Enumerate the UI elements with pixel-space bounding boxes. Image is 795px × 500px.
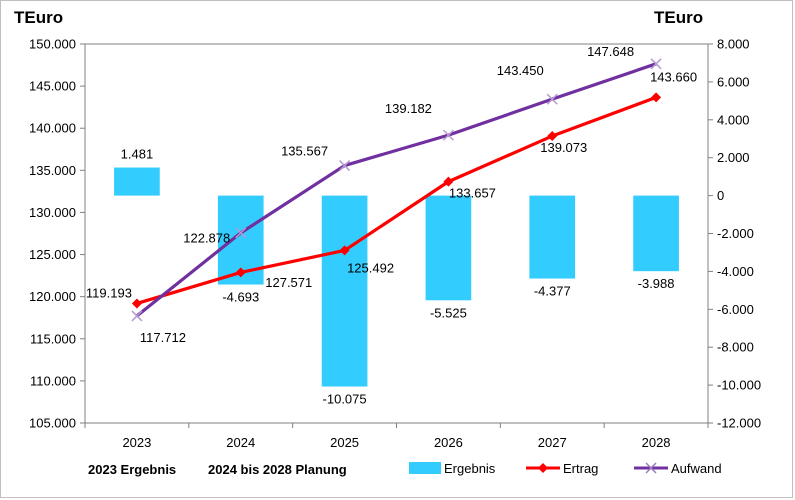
legend-label-ertrag: Ertrag [563,461,599,476]
data-label-ergebnis: -4.693 [222,290,259,305]
point-ertrag [235,267,246,278]
x-tick-label: 2028 [642,435,671,450]
data-label-ertrag: 125.492 [347,260,394,275]
data-label-ergebnis: -10.075 [323,392,367,407]
bar-ergebnis [321,195,368,387]
labels-layer: 1.481 -4.693 -10.075 -5.525 -4.377 -3.988 119.… [86,44,697,407]
data-label-ertrag: 122.878 [183,230,230,245]
point-aufwand [339,160,351,172]
right-tick-label: -6.000 [717,302,754,317]
left-tick-label: 150.000 [29,37,76,52]
right-tick-label: 0 [717,188,724,203]
point-ertrag [131,298,142,309]
left-tick-label: 110.000 [30,373,76,388]
axes-layer: 105.000 110.000 115.000 120.000 125.000 130.0… [29,37,761,451]
point-aufwand [235,227,247,239]
point-aufwand [442,129,454,141]
right-tick-label: 8.000 [717,37,750,52]
bars-layer [114,167,679,387]
data-label-ertrag: 119.193 [86,285,132,300]
legend-label-aufwand: Aufwand [671,461,722,476]
data-label-ergebnis: -5.525 [430,305,467,320]
x-tick-label: 2027 [538,435,567,450]
bar-ergebnis [633,195,679,272]
left-tick-label: 140.000 [29,121,76,136]
data-label-aufwand: 127.571 [265,275,312,290]
x-tick-label: 2024 [226,435,255,450]
lines-layer [131,58,662,322]
data-label-aufwand: 135.567 [281,144,328,159]
data-label-ertrag: 133.657 [449,186,496,201]
left-tick-label: 135.000 [29,163,76,178]
data-label-ergebnis: -3.988 [638,276,675,291]
point-ertrag [547,131,558,142]
point-aufwand [131,310,143,322]
line-aufwand [135,62,657,318]
left-tick-label: 105.000 [29,416,76,431]
footnote-actual: 2023 Ergebnis [88,462,177,477]
legend-label-ergebnis: Ergebnis [444,461,496,476]
data-label-ergebnis: 1.481 [121,147,154,162]
data-label-aufwand: 139.182 [385,101,432,116]
bar-ergebnis [425,195,472,301]
right-tick-label: -10.000 [717,378,761,393]
data-label-ergebnis: -4.377 [534,284,571,299]
point-aufwand [546,93,558,105]
right-tick-label: -2.000 [717,226,754,241]
footnote-plan: 2024 bis 2028 Planung [208,462,347,477]
data-label-ertrag: 139.073 [540,140,587,155]
left-tick-label: 130.000 [29,205,76,220]
data-label-aufwand: 147.648 [587,44,634,59]
x-tick-label: 2026 [434,435,463,450]
left-tick-label: 115.000 [30,331,76,346]
right-tick-label: 6.000 [717,74,750,89]
bar-ergebnis [529,195,576,279]
right-tick-label: -8.000 [717,340,754,355]
left-tick-label: 145.000 [29,79,76,94]
x-tick-label: 2023 [122,435,151,450]
data-label-ertrag: 143.660 [650,69,697,84]
data-label-aufwand: 117.712 [140,330,186,345]
left-axis-unit: TEuro [14,8,64,27]
right-tick-label: 2.000 [717,150,750,165]
right-tick-label: 4.000 [717,112,750,127]
right-tick-label: -4.000 [717,264,754,279]
bar-ergebnis [114,167,160,196]
point-aufwand [650,58,662,70]
x-tick-label: 2025 [330,435,359,450]
point-ertrag [443,176,454,187]
point-ertrag [651,92,662,103]
data-label-aufwand: 143.450 [497,63,544,78]
line-ertrag [136,95,657,305]
right-tick-label: -12.000 [717,416,761,431]
left-tick-label: 125.000 [29,247,76,262]
point-ertrag [339,245,350,256]
left-tick-label: 120.000 [29,289,76,304]
right-axis-unit: TEuro [654,8,704,27]
